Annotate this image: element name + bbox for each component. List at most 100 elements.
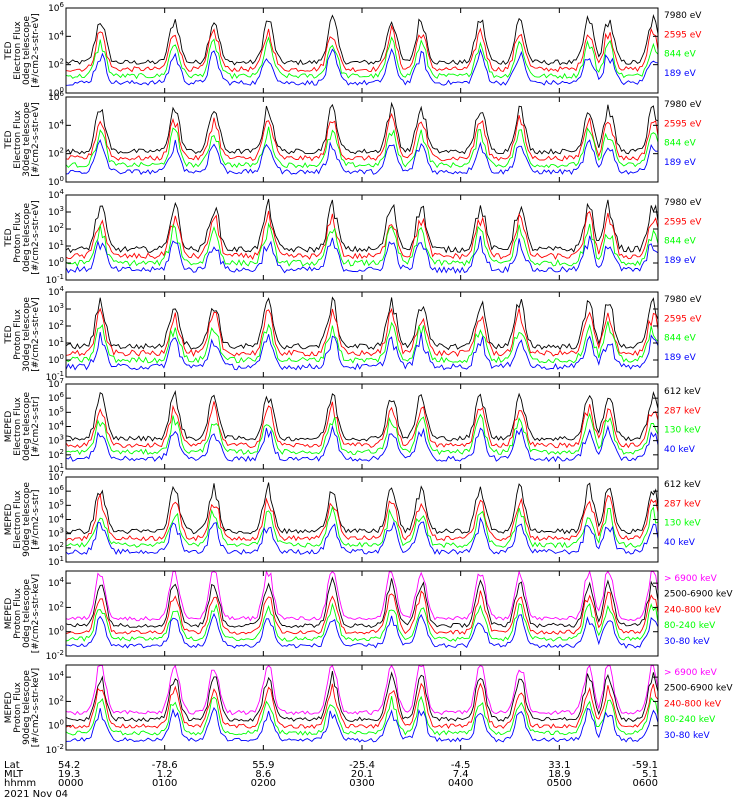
panel-7: 10-2 100 102 104 MEPED Proton Flux 0deg telesc…: [4, 569, 733, 662]
legend-entry: 7980 eV: [664, 198, 702, 208]
y-axis-label-line: [#/cm2-s-str-keV]: [31, 668, 41, 747]
y-tick-label: 102: [48, 319, 64, 332]
series-trace-6-1: [65, 482, 659, 535]
y-axis-label-line: [#/cm2-s-str-eV]: [31, 200, 41, 275]
series-trace-7-2: [65, 576, 659, 629]
y-tick-label: 104: [48, 285, 64, 298]
y-tick-label: 103: [48, 527, 64, 540]
series-trace-1-3: [65, 36, 659, 80]
series-trace-7-1: [65, 569, 659, 622]
series-trace-4-1: [65, 296, 659, 351]
y-tick-label: 10-2: [46, 743, 64, 756]
series-trace-6-4: [65, 516, 659, 556]
legend-entry: 30-80 keV: [664, 731, 710, 741]
y-axis-label-line: [#/cm2-s-str]: [31, 489, 41, 549]
panel-frame: [65, 570, 659, 657]
panel-frame: [65, 383, 659, 470]
legend-entry: 2595 eV: [664, 314, 702, 324]
panels-group: 100 102 104 106 TED Electron Flux 0deg telesco…: [4, 1, 733, 756]
x-axis-hhmm-value: 0100: [152, 778, 177, 789]
x-axis-mlt-value: 8.6: [255, 769, 271, 780]
legend-entry: 2500-6900 keV: [664, 684, 733, 694]
y-tick-label: 100: [48, 625, 64, 638]
legend-entry: 80-240 keV: [664, 621, 716, 631]
x-axis-lat-value: -25.4: [349, 760, 375, 771]
x-axis-lat-value: -78.6: [152, 760, 178, 771]
legend-entry: 189 eV: [664, 353, 697, 363]
series-trace-8-4: [65, 695, 659, 736]
panel-3: 10-1 100 101 102 103 104 TED Proton Flux 0deg te…: [4, 188, 702, 286]
legend-entry: 130 keV: [664, 426, 701, 436]
series-trace-3-3: [65, 222, 659, 267]
x-axis-mlt-value: 18.9: [548, 769, 570, 780]
y-axis-label-line: TED: [4, 325, 14, 344]
y-axis-label-line: Proton Flux: [13, 682, 23, 733]
legend-entry: 612 keV: [664, 480, 701, 490]
series-trace-6-3: [65, 505, 659, 549]
y-tick-label: 10-2: [46, 649, 64, 662]
y-axis-label-line: Electron Flux: [13, 490, 23, 549]
legend-entry: 287 keV: [664, 499, 701, 509]
y-axis-label-line: Proton Flux: [13, 212, 23, 263]
series-trace-7-4: [65, 602, 659, 642]
y-tick-label: 101: [48, 462, 64, 475]
y-tick-label: 106: [48, 391, 64, 404]
y-tick-label: 106: [48, 484, 64, 497]
x-axis-mlt-value: 5.1: [642, 769, 658, 780]
x-axis-lat-value: 33.1: [548, 760, 570, 771]
y-axis-label-line: Electron Flux: [13, 110, 23, 169]
x-axis-lat-value: 54.2: [58, 760, 80, 771]
legend-entry: 844 eV: [664, 334, 697, 344]
y-tick-label: 102: [48, 222, 64, 235]
legend-entry: 189 eV: [664, 158, 697, 168]
y-axis-label-line: TED: [4, 41, 14, 60]
y-tick-label: 102: [48, 694, 64, 707]
panel-1: 100 102 104 106 TED Electron Flux 0deg telesco…: [4, 1, 702, 99]
series-trace-3-1: [65, 198, 659, 254]
y-axis-label-line: 0deg telescope: [22, 16, 32, 86]
legend-entry: 7980 eV: [664, 11, 702, 21]
legend-entry: > 6900 keV: [664, 574, 718, 584]
y-tick-label: 10-1: [46, 370, 64, 383]
y-axis-label-line: [#/cm2-s-str-eV]: [31, 297, 41, 372]
legend-entry: 844 eV: [664, 50, 697, 60]
series-trace-8-2: [65, 671, 659, 723]
y-axis-label-line: 0deg telescope: [22, 579, 32, 649]
y-tick-label: 10-1: [46, 273, 64, 286]
x-axis-hhmm-value: 0400: [448, 778, 473, 789]
y-tick-label: 102: [48, 541, 64, 554]
y-tick-label: 105: [48, 405, 64, 418]
x-axis-mlt-value: 19.3: [58, 769, 80, 780]
panel-2: 100 102 104 106 TED Electron Flux 30deg telesc…: [4, 90, 702, 188]
y-axis-label-line: [#/cm2-s-str-keV]: [31, 574, 41, 653]
legend-entry: 189 eV: [664, 69, 697, 79]
x-axis-hhmm-value: 0300: [349, 778, 374, 789]
series-trace-5-2: [65, 401, 659, 449]
y-tick-label: 102: [48, 600, 64, 613]
series-trace-3-2: [65, 210, 659, 261]
y-tick-label: 100: [48, 719, 64, 732]
y-tick-label: 103: [48, 434, 64, 447]
legend-entry: 2500-6900 keV: [664, 590, 733, 600]
y-tick-label: 104: [48, 29, 64, 42]
panel-frame: [65, 7, 659, 94]
panel-frame: [65, 664, 659, 751]
series-trace-5-1: [65, 389, 659, 442]
lat-row-label: Lat: [4, 760, 20, 771]
legend-entry: 844 eV: [664, 139, 697, 149]
y-axis-label-line: MEPED: [4, 411, 14, 443]
x-axis-mlt-value: 20.1: [351, 769, 373, 780]
y-axis-label-line: MEPED: [4, 504, 14, 536]
y-tick-label: 100: [48, 175, 64, 188]
y-axis-label-line: 30deg telescope: [22, 297, 32, 372]
series-trace-4-2: [65, 307, 659, 357]
y-axis-label-line: Proton Flux: [13, 588, 23, 639]
series-trace-2-4: [65, 139, 659, 176]
series-trace-8-3: [65, 682, 659, 730]
y-tick-label: 103: [48, 302, 64, 315]
y-tick-label: 102: [48, 448, 64, 461]
series-trace-1-1: [65, 13, 659, 66]
y-tick-label: 104: [48, 670, 64, 683]
